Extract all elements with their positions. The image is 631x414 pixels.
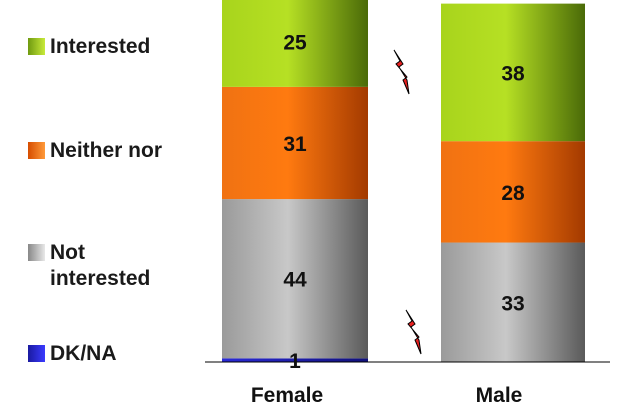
legend-swatch-not-interested — [28, 244, 45, 261]
bar-female-dk-na — [222, 358, 368, 362]
axis-break-mark-top — [393, 49, 410, 95]
legend-label-dk-na: DK/NA — [50, 342, 117, 365]
axis-break-marks — [393, 49, 422, 355]
category-label-male: Male — [475, 384, 523, 407]
legend-label-interested: Interested — [50, 35, 151, 58]
axis-break-mark-bottom — [405, 309, 422, 355]
legend-item-dk-na: DK/NA — [28, 341, 117, 367]
legend-swatch-neither-nor — [28, 142, 45, 159]
bar-male-not-interested — [441, 242, 585, 362]
legend: Interested Neither nor Not interested DK… — [28, 0, 228, 414]
legend-label-not-interested: Not interested — [50, 241, 151, 290]
value-label-male-interested: 38 — [501, 62, 525, 85]
value-label-male-neither-nor: 28 — [501, 182, 525, 205]
legend-item-interested: Interested — [28, 34, 150, 60]
value-label-female-neither-nor: 31 — [283, 133, 307, 156]
value-label-female-dk-na: 1 — [289, 350, 301, 373]
bar-male-interested — [441, 3, 585, 142]
value-label-female-interested: 25 — [283, 32, 307, 55]
bars-group — [222, 0, 585, 362]
bar-female-neither-nor — [222, 86, 368, 200]
legend-swatch-dk-na — [28, 345, 45, 362]
bar-female-interested — [222, 0, 368, 87]
value-label-male-not-interested: 33 — [501, 292, 524, 315]
legend-swatch-interested — [28, 38, 45, 55]
legend-item-not-interested: Not interested — [28, 240, 150, 292]
value-labels-group: 1 44 31 25 33 28 38 — [283, 32, 525, 373]
legend-item-neither-nor: Neither nor — [28, 138, 162, 164]
bar-female-not-interested — [222, 199, 368, 359]
legend-label-neither-nor: Neither nor — [50, 139, 163, 162]
category-label-female: Female — [250, 384, 324, 407]
bar-male-neither-nor — [441, 141, 585, 243]
value-label-female-not-interested: 44 — [283, 269, 307, 292]
